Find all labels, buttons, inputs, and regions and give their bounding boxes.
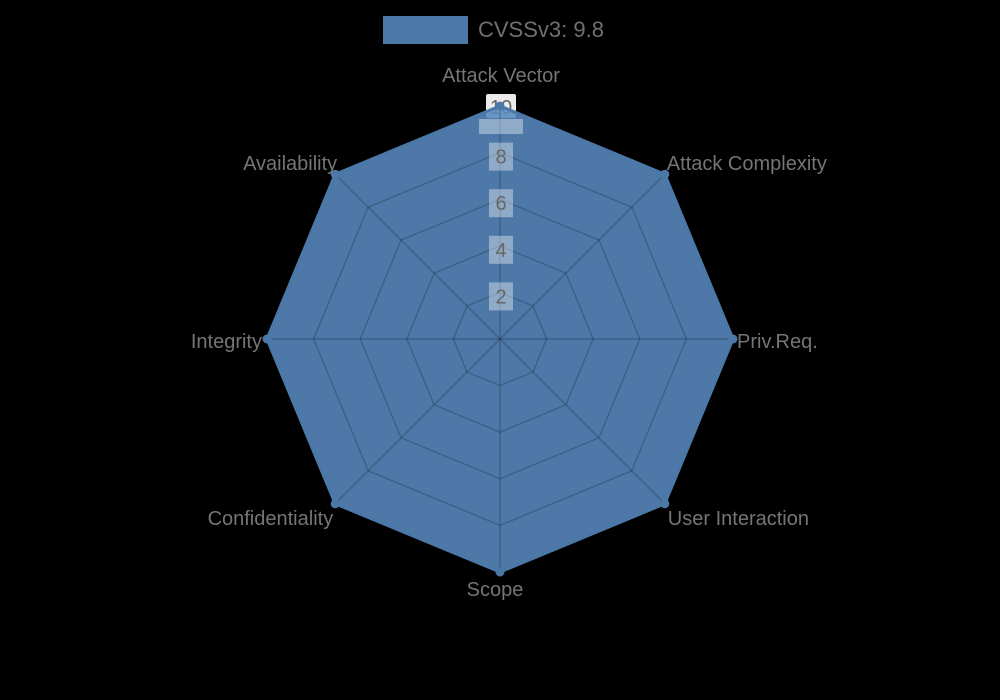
series-area [267,106,733,572]
series-area-layer [267,106,733,572]
axis-label-attack-vector: Attack Vector [442,65,560,87]
grid-ring [312,151,688,527]
legend[interactable]: CVSSv3: 9.8 [383,15,604,44]
tick-label: 8 [495,147,506,169]
tick-backdrop [489,142,513,171]
grid-spoke [334,173,501,340]
legend-label[interactable]: CVSSv3: 9.8 [478,16,604,42]
data-point [495,101,505,111]
axis-label-priv-req: Priv.Req. [737,331,818,353]
data-point [495,567,505,577]
grid-spoke [499,173,666,340]
axis-label-scope: Scope [467,579,524,601]
grid-ring [452,291,548,387]
grid-ring [359,198,641,480]
tick-backdrop [479,119,523,134]
axis-label-availability: Availability [243,153,337,175]
tick-label: 4 [495,240,506,262]
data-point [660,499,670,509]
data-point [330,499,340,509]
tick-labels-layer: 2 4 6 8 [479,119,523,311]
data-point [728,334,738,344]
legend-swatch[interactable] [383,15,468,44]
tick-backdrop [489,189,513,218]
axis-labels-layer: Attack Vector Attack Complexity Priv.Req. U… [191,65,827,601]
grid-ring [406,245,594,433]
tick-label: 6 [495,193,506,215]
axis-label-confidentiality: Confidentiality [208,508,334,530]
series-outline-layer [262,101,738,577]
grid-spoke [499,338,666,505]
tick-backdrop [489,235,513,264]
axis-label-attack-complexity: Attack Complexity [667,153,827,175]
tick-label: 2 [495,286,506,308]
data-point [330,169,340,179]
data-point [262,334,272,344]
grid-spoke [334,338,501,505]
axis-label-user-interaction: User Interaction [668,508,809,530]
axis-label-integrity: Integrity [191,331,262,353]
tick-backdrop [489,282,513,311]
data-point [660,169,670,179]
